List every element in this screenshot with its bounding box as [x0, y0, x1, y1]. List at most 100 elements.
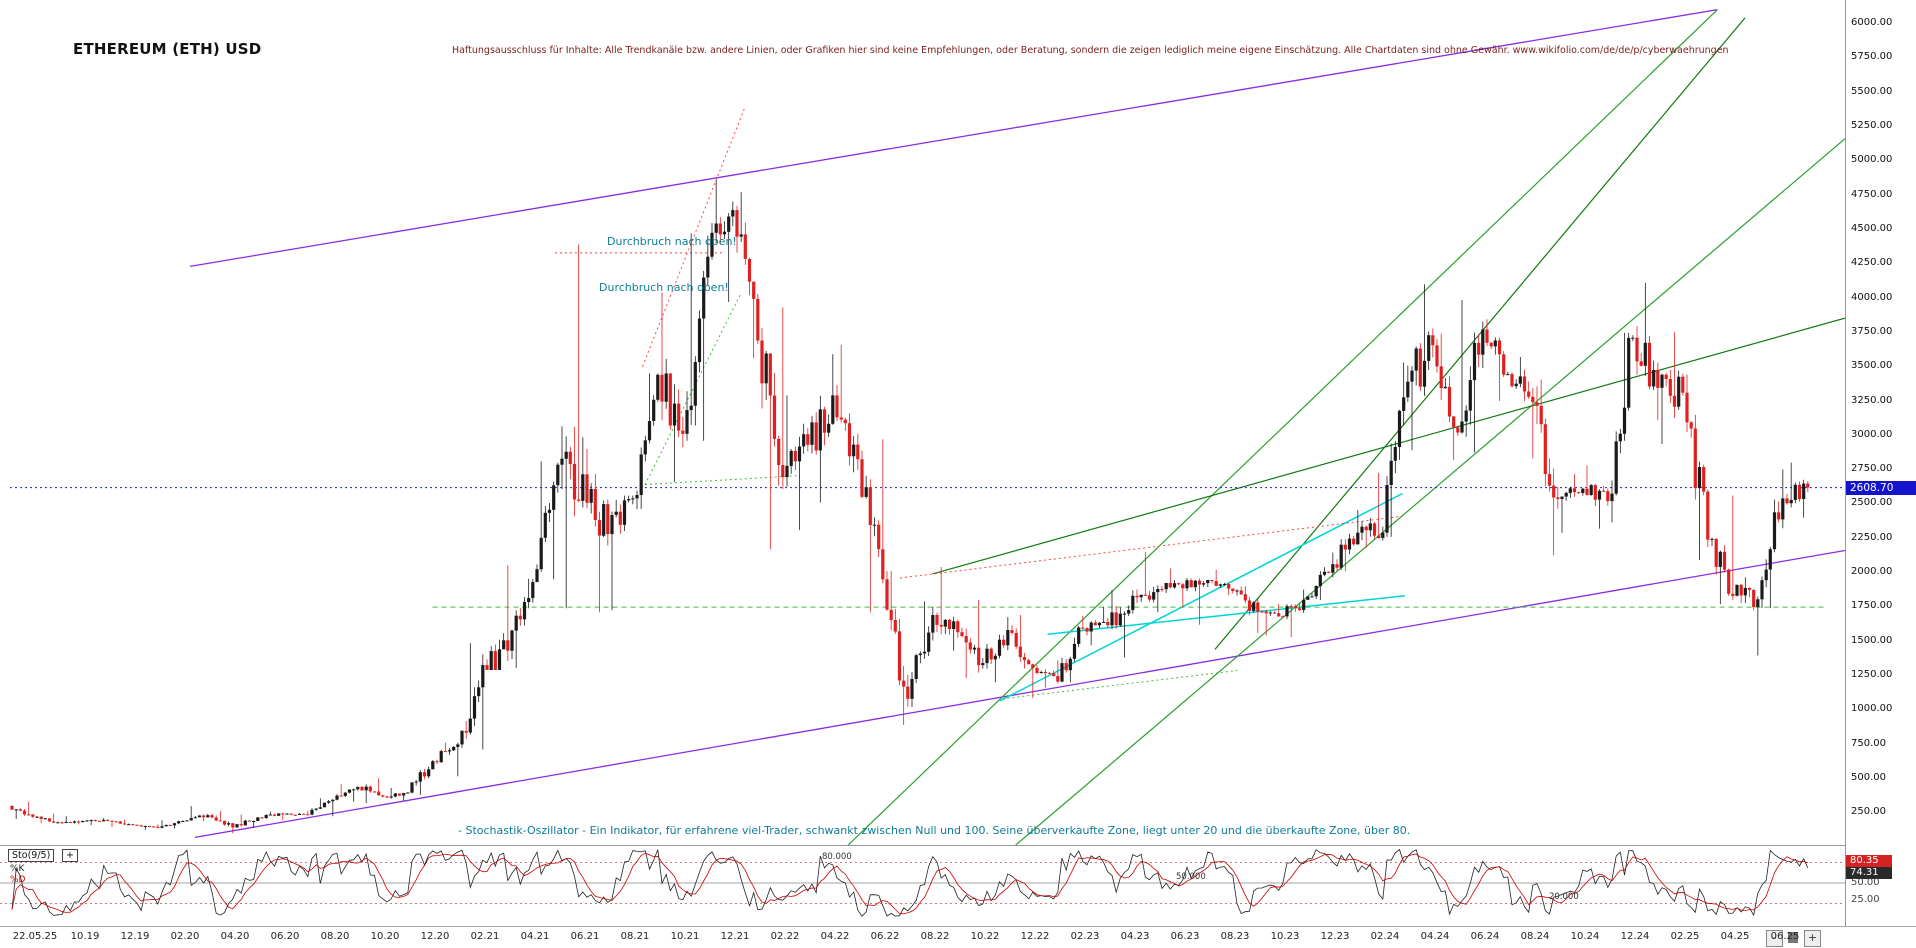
percent-d-label: %D	[10, 875, 26, 885]
trendline-purple-channel-upper[interactable]	[189, 8, 1718, 268]
sto-axis-tick: 25.00	[1851, 894, 1880, 905]
candlestick-series	[10, 179, 1810, 834]
price-tick: 2000.00	[1851, 566, 1893, 577]
annotation-breakout-upper: Durchbruch nach oben!	[607, 235, 737, 248]
price-tick: 1750.00	[1851, 600, 1893, 611]
trendline-purple-channel-lower[interactable]	[194, 549, 1845, 839]
price-tick: 6000.00	[1851, 17, 1893, 28]
time-axis[interactable]: - + 22.05.25 10.19 12.19 02.20 04.20 06.20 08.…	[0, 926, 1916, 948]
x-axis-label: 06.20	[270, 931, 300, 942]
x-axis-label: 06.25	[1770, 931, 1800, 942]
x-axis-label: 12.22	[1020, 931, 1050, 942]
x-axis-label: 04.23	[1120, 931, 1150, 942]
price-tick: 5250.00	[1851, 120, 1893, 131]
price-tick: 1250.00	[1851, 669, 1893, 680]
sto-level-label: 80.000	[822, 852, 852, 862]
trendline-green-shallow-dark[interactable]	[932, 317, 1846, 575]
x-axis-label: 10.23	[1270, 931, 1300, 942]
price-tick: 2750.00	[1851, 463, 1893, 474]
price-tick: 3000.00	[1851, 429, 1893, 440]
price-tick: 3750.00	[1851, 326, 1893, 337]
x-axis-label: 04.21	[520, 931, 550, 942]
sto-percent-d-line	[11, 852, 1808, 915]
price-tick: 2500.00	[1851, 497, 1893, 508]
x-axis-label: 02.20	[170, 931, 200, 942]
x-axis-label: 08.22	[920, 931, 950, 942]
trendline-green-dotted-rise-2022[interactable]	[1002, 670, 1238, 700]
trendline-green-dotted-flat-2021[interactable]	[644, 475, 798, 486]
x-axis-label: 08.23	[1220, 931, 1250, 942]
annotation-stochastic-note: - Stochastik-Oszillator - Ein Indikator,…	[458, 824, 1411, 837]
price-tick: 1000.00	[1851, 703, 1893, 714]
x-axis-label: 06.22	[870, 931, 900, 942]
price-tick: 250.00	[1851, 806, 1886, 817]
price-tick: 1500.00	[1851, 635, 1893, 646]
price-tick: 4500.00	[1851, 223, 1893, 234]
x-axis-label: 02.24	[1370, 931, 1400, 942]
price-tick: 4250.00	[1851, 257, 1893, 268]
x-axis-label: 10.19	[70, 931, 100, 942]
x-axis-label: 12.21	[720, 931, 750, 942]
x-axis-label: 10.24	[1570, 931, 1600, 942]
price-axis[interactable]: 2608.70 6000.00 5750.00 5500.00 5250.00 5000…	[1845, 0, 1916, 845]
x-axis-label: 12.19	[120, 931, 150, 942]
current-price-badge: 2608.70	[1846, 481, 1916, 495]
trendline-cyan-support-1[interactable]	[999, 492, 1403, 702]
disclaimer-text: Haftungsausschluss für Inhalte: Alle Tre…	[452, 45, 1729, 56]
price-chart-canvas[interactable]	[0, 0, 1845, 845]
sto-axis-tick: 50.00	[1851, 877, 1880, 888]
x-axis-label: 10.22	[970, 931, 1000, 942]
zoom-out-button[interactable]: -	[1766, 930, 1783, 947]
stochastic-axis: 80.35 74.31 50.00 25.00	[1845, 845, 1916, 926]
trendline-green-steep-2[interactable]	[1014, 138, 1845, 845]
stochastic-settings-button[interactable]: +	[62, 849, 78, 862]
x-axis-label: 04.24	[1420, 931, 1450, 942]
price-tick: 5000.00	[1851, 154, 1893, 165]
trendline-green-mid-dark[interactable]	[1214, 17, 1746, 650]
x-axis-label: 06.23	[1170, 931, 1200, 942]
scrollbar-thumb[interactable]	[1788, 932, 1798, 943]
x-axis-label: 02.21	[470, 931, 500, 942]
x-axis-label: 06.21	[570, 931, 600, 942]
page-title: ETHEREUM (ETH) USD	[73, 40, 262, 58]
price-tick: 5500.00	[1851, 86, 1893, 97]
x-axis-label: 06.24	[1470, 931, 1500, 942]
x-axis-label: 12.20	[420, 931, 450, 942]
trendline-green-steep-1[interactable]	[847, 9, 1718, 845]
x-axis-label: 08.20	[320, 931, 350, 942]
x-axis-label: 12.24	[1620, 931, 1650, 942]
stochastic-canvas[interactable]	[0, 846, 1845, 926]
price-tick: 750.00	[1851, 738, 1886, 749]
price-tick: 3500.00	[1851, 360, 1893, 371]
x-axis-label: 12.23	[1320, 931, 1350, 942]
x-axis-label: 02.22	[770, 931, 800, 942]
sto-percent-k-line	[11, 848, 1809, 917]
price-tick: 4750.00	[1851, 189, 1893, 200]
percent-k-label: %K	[10, 864, 25, 874]
stochastic-indicator-label[interactable]: Sto(9/5)	[8, 849, 55, 862]
trendline-red-diagonal-dotted[interactable]	[642, 106, 746, 367]
sto-level-label: 20.000	[1549, 892, 1579, 902]
zoom-in-button[interactable]: +	[1804, 930, 1821, 947]
x-axis-label: 02.25	[1670, 931, 1700, 942]
price-tick: 4000.00	[1851, 292, 1893, 303]
x-axis-label: 08.24	[1520, 931, 1550, 942]
trendline-green-dotted-rise-2021[interactable]	[644, 294, 741, 485]
sto-d-value-badge: 74.31	[1846, 867, 1892, 879]
annotation-breakout-lower: Durchbruch nach oben!	[599, 281, 729, 294]
price-tick: 3250.00	[1851, 395, 1893, 406]
x-axis-label: 02.23	[1070, 931, 1100, 942]
sto-level-label: 50.000	[1176, 872, 1206, 882]
stochastic-panel: Sto(9/5) + %K %D 80.000 50.000 20.000	[0, 845, 1845, 927]
sto-k-value-badge: 80.35	[1846, 855, 1892, 867]
x-axis-label: 10.20	[370, 931, 400, 942]
price-tick: 2250.00	[1851, 532, 1893, 543]
x-axis-label: 22.05.25	[12, 931, 58, 942]
x-axis-label: 10.21	[670, 931, 700, 942]
x-axis-label: 04.20	[220, 931, 250, 942]
trendline-cyan-support-2[interactable]	[1047, 595, 1406, 636]
x-axis-label: 04.25	[1720, 931, 1750, 942]
price-tick: 5750.00	[1851, 51, 1893, 62]
trendline-red-mid-dotted[interactable]	[899, 515, 1403, 579]
